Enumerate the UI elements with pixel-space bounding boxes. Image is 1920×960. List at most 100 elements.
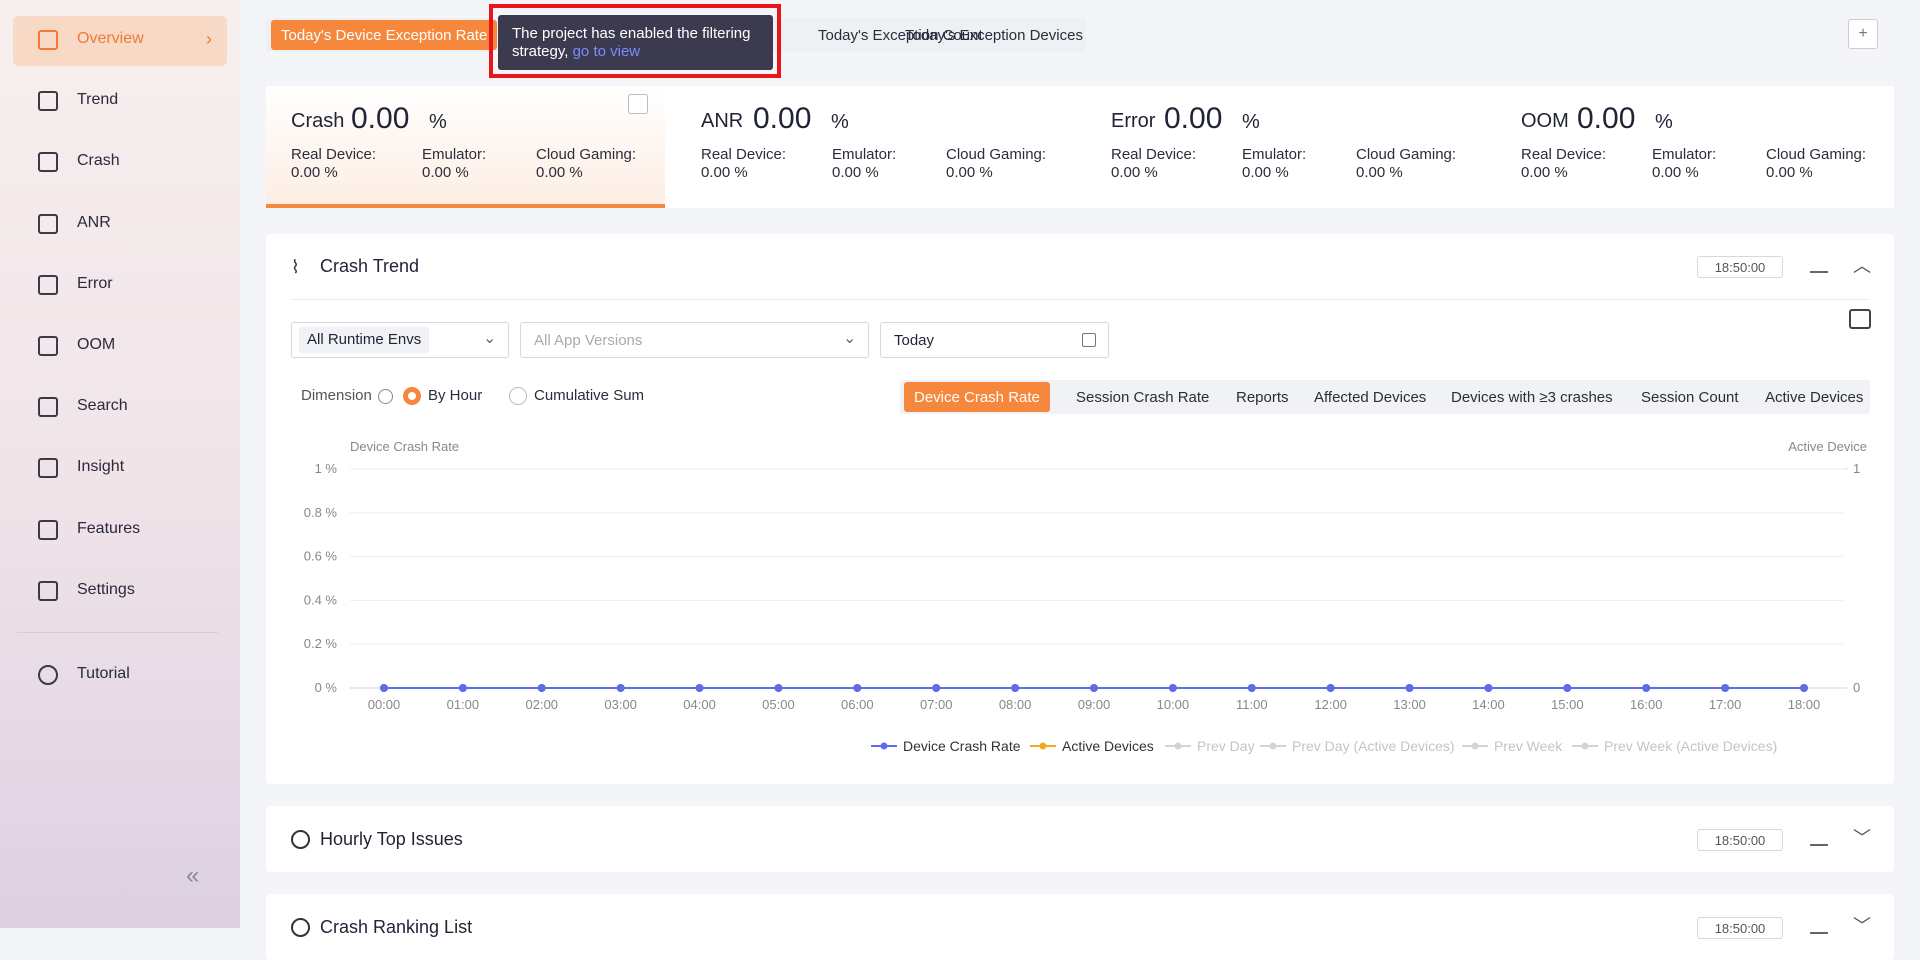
stat-name: OOM (1521, 110, 1569, 132)
runtime-chip: All Runtime Envs (299, 327, 430, 353)
nav-icon (38, 213, 58, 234)
panel (266, 806, 1894, 872)
radio-label[interactable]: Cumulative Sum (534, 387, 645, 404)
stat-card-active (266, 86, 665, 208)
main: + Today's Device Exception Rate Today's E… (240, 0, 1920, 960)
stat-name: Crash (291, 110, 345, 132)
nav-item[interactable]: ANR (77, 213, 111, 231)
stat-unit: % (831, 111, 849, 133)
stat-sub-value: 0.00 % (946, 164, 993, 181)
expand-icon[interactable]: ﹀ (1853, 916, 1871, 936)
stat-value: 0.00 (753, 102, 812, 135)
panel (266, 234, 1894, 784)
divider (17, 632, 218, 633)
stat-label: Cloud Gaming: (946, 146, 1047, 163)
stat-sub-value: 0.00 % (422, 164, 469, 181)
nav-icon (38, 274, 58, 295)
stat-label: Emulator: (1242, 146, 1307, 163)
nav-icon (38, 30, 58, 50)
expand-icon[interactable]: ﹀ (1853, 828, 1871, 848)
timestamp-badge: 18:50:00 (1697, 256, 1783, 278)
tooltip-link[interactable]: go to view (572, 43, 641, 60)
nav-item[interactable]: Crash (77, 152, 120, 170)
filter-icon (628, 94, 648, 114)
panel-title: Crash Trend (320, 256, 420, 276)
tab[interactable]: Today's Exception Count (818, 26, 983, 44)
stat-unit: % (1655, 111, 1673, 133)
collapse-icon[interactable]: ︿ (1853, 256, 1871, 276)
metric-tab[interactable]: Session Count (1641, 388, 1739, 406)
metric-tabs (900, 380, 1870, 414)
active-nav[interactable] (13, 16, 227, 66)
collapse-icon[interactable]: « (186, 862, 200, 889)
sidebar: « Overview › Trend Crash ANR Error OOM Search In… (0, 0, 240, 928)
stat-sub-value: 0.00 % (1652, 164, 1699, 181)
calendar-icon (1082, 333, 1096, 347)
stat-sub-value: 0.00 % (536, 164, 583, 181)
stat-unit: % (429, 111, 447, 133)
stat-sub-value: 0.00 % (1111, 164, 1158, 181)
compare-icon[interactable] (1849, 309, 1871, 329)
timestamp-badge: 18:50:00 (1697, 917, 1783, 939)
chevron: ⌄ (843, 330, 857, 347)
nav-item[interactable]: OOM (77, 336, 116, 353)
bookmark-icon[interactable]: + (1848, 19, 1878, 49)
stat-sub-value: 0.00 % (832, 164, 879, 181)
nav-item[interactable]: Overview (77, 30, 144, 47)
panel-title: Hourly Top Issues (320, 829, 463, 849)
nav-icon (38, 152, 58, 173)
download-icon[interactable] (1810, 916, 1828, 934)
nav-item[interactable]: Features (77, 519, 141, 537)
tab[interactable]: Today's Exception Devices (905, 26, 1083, 44)
tooltip-text: The project has enabled the filtering st… (512, 25, 751, 60)
metric-tab[interactable]: Reports (1236, 388, 1289, 406)
nav-item[interactable]: Settings (77, 580, 135, 598)
metric-tab[interactable]: Devices with ≥3 crashes (1451, 388, 1613, 406)
help-icon (378, 389, 393, 404)
highlight-box (489, 4, 781, 78)
radio-label[interactable]: By Hour (428, 387, 483, 404)
metric-tab[interactable]: Session Crash Rate (1076, 388, 1210, 406)
nav-item[interactable]: Trend (77, 91, 119, 109)
stat-value: 0.00 (351, 102, 410, 135)
nav-item[interactable]: Insight (77, 458, 125, 476)
stat-sub-value: 0.00 % (1356, 164, 1403, 181)
metric-tab[interactable]: Affected Devices (1314, 388, 1427, 406)
metric-tab[interactable]: Device Crash Rate (904, 382, 1050, 412)
dimension-label: Dimension (301, 387, 372, 404)
stat-label: Emulator: (832, 146, 897, 163)
download-icon[interactable] (1810, 828, 1828, 846)
tooltip: The project has enabled the filtering st… (498, 15, 773, 70)
nav-icon (38, 665, 58, 685)
radio[interactable] (403, 387, 421, 405)
nav-item[interactable]: Tutorial (77, 665, 130, 682)
stat-label: Cloud Gaming: (1766, 146, 1867, 163)
stat-label: Emulator: (1652, 146, 1717, 163)
panel-icon: ⌇ (291, 257, 300, 277)
radio[interactable] (509, 387, 527, 405)
nav-icon (38, 336, 58, 356)
version-select[interactable]: All App Versions (520, 322, 869, 358)
panel-icon (291, 830, 310, 849)
stat-sub-value: 0.00 % (1521, 164, 1568, 181)
stat-sub-value: 0.00 % (1766, 164, 1813, 181)
stat-value: 0.00 (1164, 102, 1223, 135)
nav-item[interactable]: Search (77, 397, 128, 415)
stat-label: Real Device: (1111, 146, 1197, 163)
nav-item[interactable]: Error (77, 274, 113, 292)
tab[interactable]: Today's Device Exception Rate (271, 20, 498, 50)
metric-tab[interactable]: Active Devices (1765, 388, 1864, 406)
stat-sub-value: 0.00 % (701, 164, 748, 181)
date-select[interactable]: Today (880, 322, 1109, 358)
nav-icon (38, 580, 58, 601)
stat-name: Error (1111, 110, 1156, 132)
stat-label: Emulator: (422, 146, 487, 163)
stat-name: ANR (701, 110, 744, 132)
stat-sub-value: 0.00 % (1242, 164, 1289, 181)
download-icon[interactable] (1810, 255, 1828, 273)
nav-icon (38, 458, 58, 479)
nav-icon (38, 397, 58, 418)
timestamp-badge: 18:50:00 (1697, 829, 1783, 851)
stat-unit: % (1242, 111, 1260, 133)
